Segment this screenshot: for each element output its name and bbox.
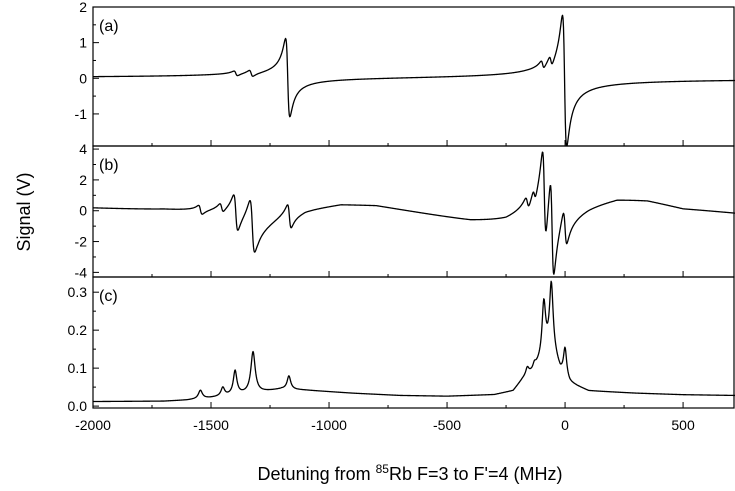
y-axis-title: Signal (V)	[14, 172, 34, 251]
y-tick-label: 0	[79, 70, 87, 86]
y-tick-label: 1	[79, 35, 87, 51]
panel-label: (b)	[99, 157, 119, 174]
x-tick-label: -1000	[311, 417, 347, 433]
y-tick-label: -4	[75, 264, 88, 280]
y-tick-label: 0.2	[68, 322, 88, 338]
y-tick-label: -1	[75, 106, 88, 122]
x-tick-label: -500	[433, 417, 461, 433]
signal-trace-3	[93, 280, 735, 403]
x-tick-label: -1500	[193, 417, 229, 433]
signal-trace-1	[93, 14, 735, 146]
y-tick-label: 0	[79, 203, 87, 219]
y-tick-label: -2	[75, 234, 88, 250]
y-tick-label: 0.3	[68, 284, 88, 300]
y-tick-label: 4	[79, 141, 87, 157]
panel-1: -1 0 1 2 (a)	[75, 0, 735, 147]
panel-label: (a)	[99, 18, 119, 35]
x-tick-label: -2000	[75, 417, 111, 433]
panel-frame	[92, 276, 735, 409]
y-tick-label: 0.1	[68, 360, 88, 376]
y-tick-label: 0.0	[68, 398, 88, 414]
x-tick-label: 0	[561, 417, 569, 433]
x-tick-label: 500	[671, 417, 695, 433]
panel-3: 0.0 0.1 0.2 0.3 (c)	[68, 276, 735, 414]
panels-group: -1 0 1 2 (a) -4 -2 0 2 4 (b) 0.0 0.1 0.2 0.3 (c)	[68, 0, 735, 414]
x-axis-title: Detuning from 85Rb F=3 to F'=4 (MHz)	[258, 462, 563, 484]
x-axis-title-superscript: 85	[376, 462, 390, 476]
panel-label: (c)	[99, 288, 118, 305]
x-axis-title-suffix: Rb F=3 to F'=4 (MHz)	[389, 464, 562, 484]
panel-2: -4 -2 0 2 4 (b)	[75, 141, 735, 280]
x-axis-ticks: -2000 -1500 -1000 -500 0 500	[75, 417, 695, 433]
panel-frame	[92, 6, 735, 147]
y-tick-label: 2	[79, 172, 87, 188]
signal-trace-2	[93, 151, 735, 275]
y-tick-label: 2	[79, 0, 87, 15]
x-axis-title-prefix: Detuning from	[258, 464, 376, 484]
